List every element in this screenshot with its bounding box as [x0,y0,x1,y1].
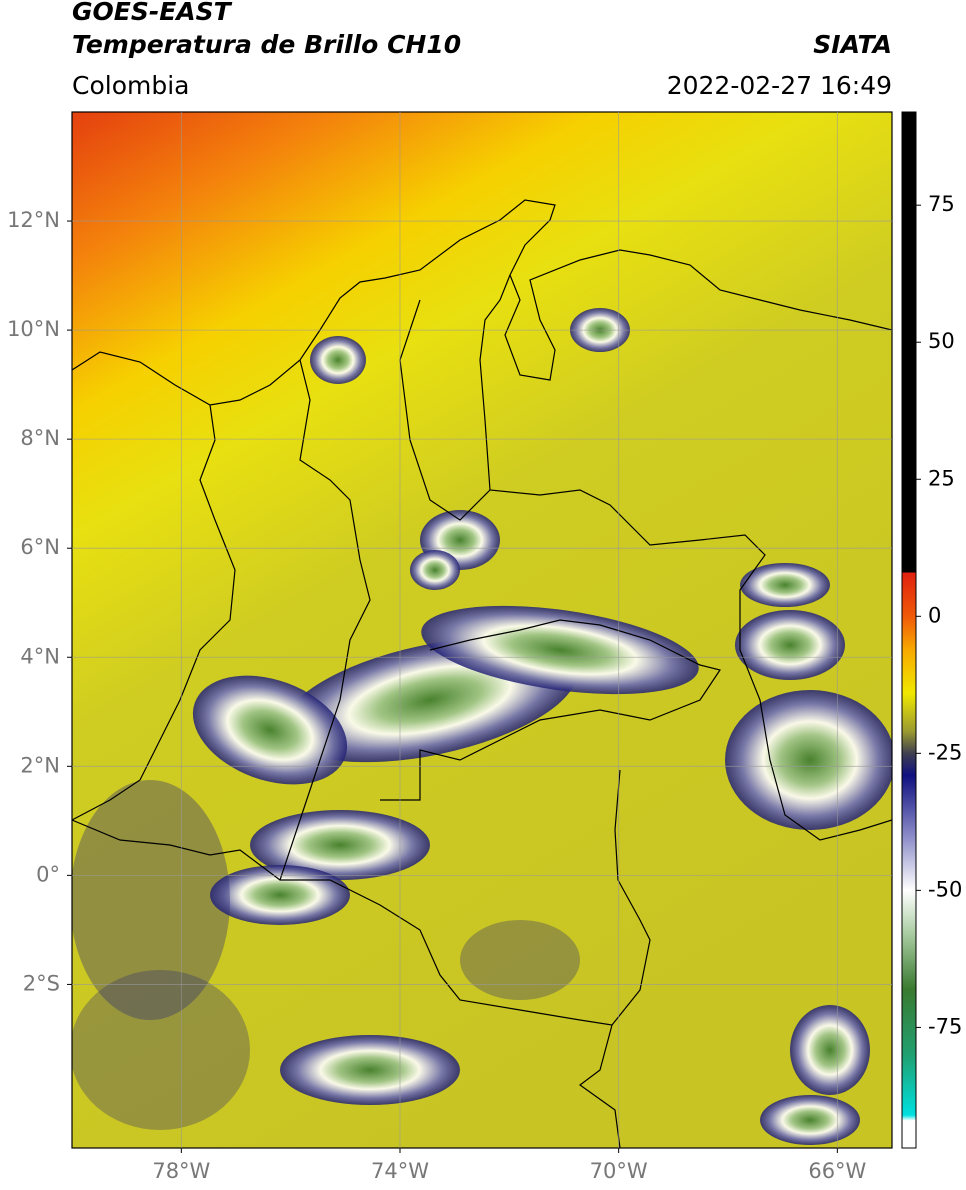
x-tick-label: 66°W [808,1159,866,1183]
colorbar-tick-label: 75 [928,192,955,216]
y-tick-label: 6°N [20,535,60,559]
colorbar [901,111,917,1149]
x-tick-label: 70°W [590,1159,648,1183]
map-frame [71,111,893,1149]
y-tick-label: 2°N [20,753,60,777]
source: SIATA [813,30,892,59]
map-image [72,112,892,1148]
x-tick-label: 74°W [371,1159,429,1183]
subtitle: Temperatura de Brillo CH10 [72,30,461,59]
colorbar-tick-label: 50 [928,329,955,353]
y-tick-label: 8°N [20,426,60,450]
colorbar-tick-label: -25 [928,740,962,764]
y-tick-label: 2°S [23,971,60,995]
colorbar-tick-label: -50 [928,877,962,901]
y-tick-label: 10°N [7,317,60,341]
region: Colombia [72,71,189,100]
y-tick-label: 0° [36,862,60,886]
y-tick-label: 4°N [20,644,60,668]
datetime: 2022-02-27 16:49 [667,71,892,100]
colorbar-tick-label: -75 [928,1014,962,1038]
x-tick-label: 78°W [152,1159,210,1183]
colorbar-tick-label: 0 [928,603,941,627]
y-tick-label: 12°N [7,208,60,232]
colorbar-tick-label: 25 [928,466,955,490]
title: GOES-EAST [72,0,233,26]
